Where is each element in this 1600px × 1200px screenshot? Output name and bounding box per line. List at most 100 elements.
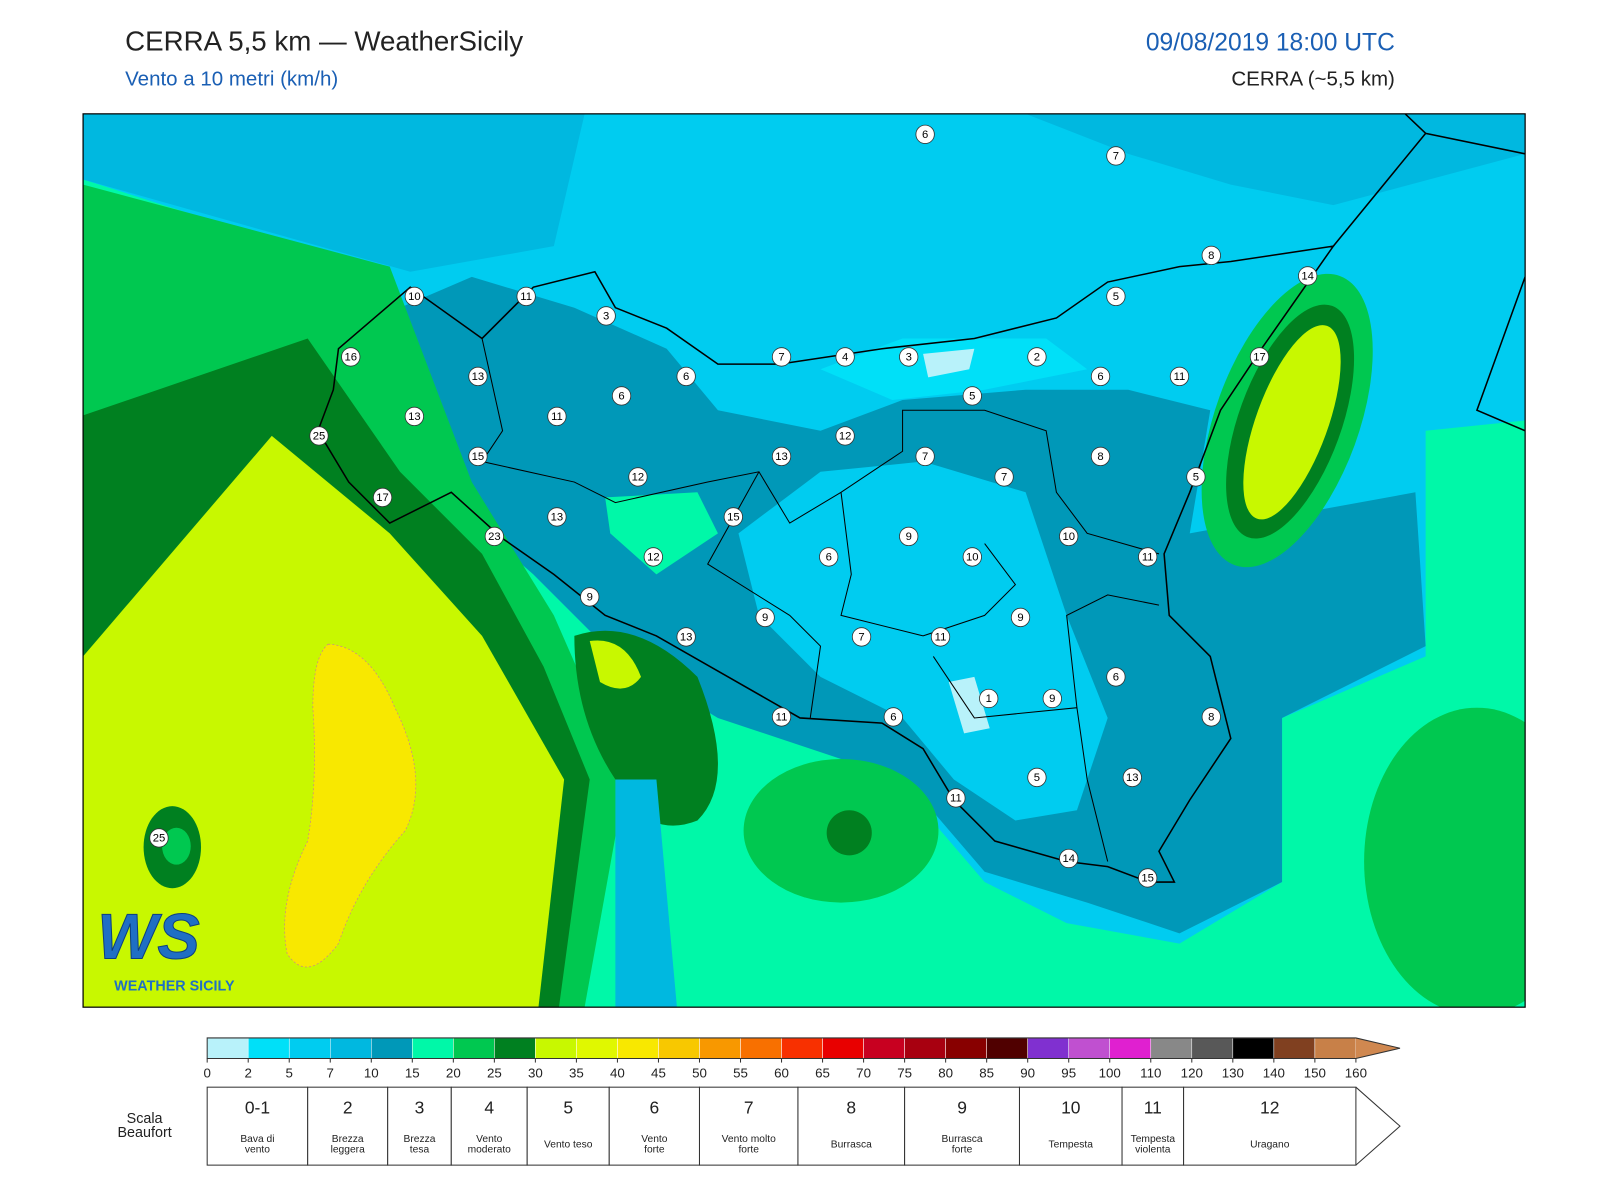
station-marker bbox=[1059, 848, 1079, 869]
colorbar-tick-label: 25 bbox=[487, 1065, 502, 1080]
station-value: 8 bbox=[1208, 711, 1214, 723]
color-swatch bbox=[781, 1037, 823, 1059]
beaufort-box bbox=[1183, 1086, 1357, 1166]
beaufort-force: 7 bbox=[744, 1097, 754, 1117]
station-marker bbox=[484, 526, 504, 547]
station-value: 13 bbox=[1126, 772, 1139, 784]
station-marker bbox=[1122, 767, 1142, 788]
beaufort-force: 10 bbox=[1061, 1097, 1081, 1117]
color-swatch bbox=[535, 1037, 577, 1059]
station-marker bbox=[309, 426, 329, 446]
coastline bbox=[317, 245, 1335, 883]
station-marker bbox=[946, 788, 966, 808]
station-marker bbox=[771, 347, 792, 367]
beaufort-desc: Burrasca bbox=[831, 1139, 872, 1150]
color-swatch bbox=[658, 1037, 700, 1059]
color-swatch bbox=[576, 1037, 618, 1059]
station-value: 10 bbox=[966, 551, 979, 563]
station-value: 11 bbox=[776, 711, 788, 723]
station-value: 13 bbox=[680, 631, 693, 643]
station-marker bbox=[468, 446, 488, 467]
station-marker bbox=[676, 366, 696, 387]
colorbar-tick-label: 150 bbox=[1304, 1065, 1326, 1080]
station-marker bbox=[883, 707, 903, 727]
beaufort-box bbox=[904, 1086, 1020, 1166]
station-marker bbox=[915, 446, 935, 467]
station-value: 5 bbox=[1113, 291, 1119, 303]
colorbar-tick-label: 130 bbox=[1222, 1065, 1244, 1080]
field bbox=[83, 113, 585, 272]
colorbar-tick-label: 75 bbox=[897, 1065, 912, 1080]
beaufort-desc: Burrasca bbox=[942, 1134, 983, 1145]
color-swatch bbox=[453, 1037, 495, 1059]
station-value: 9 bbox=[906, 531, 912, 543]
station-value: 7 bbox=[1001, 471, 1007, 483]
colorbar-tick-label: 45 bbox=[651, 1065, 666, 1080]
colorbar-tick-label: 90 bbox=[1020, 1065, 1035, 1080]
station-marker bbox=[771, 707, 792, 727]
colorbar-outline bbox=[206, 1037, 1401, 1059]
color-swatch bbox=[904, 1037, 946, 1059]
station-value: 15 bbox=[1141, 872, 1154, 884]
color-swatch bbox=[206, 1037, 249, 1059]
color-swatch bbox=[412, 1037, 454, 1059]
logo-initials: WS bbox=[97, 901, 199, 972]
beaufort-desc: forte bbox=[738, 1144, 759, 1155]
beaufort-desc: Uragano bbox=[1250, 1139, 1290, 1150]
station-value: 13 bbox=[551, 511, 564, 523]
station-marker bbox=[1090, 366, 1111, 387]
beaufort-box bbox=[1121, 1086, 1185, 1166]
beaufort-title: Beaufort bbox=[117, 1125, 171, 1141]
colorbar-tick-label: 50 bbox=[692, 1065, 707, 1080]
color-swatch bbox=[863, 1037, 905, 1059]
station-marker bbox=[1201, 245, 1221, 266]
station-value: 5 bbox=[1034, 772, 1040, 784]
station-value: 4 bbox=[842, 351, 848, 363]
station-value: 10 bbox=[1062, 531, 1075, 543]
beaufort-desc: leggera bbox=[331, 1144, 365, 1155]
station-value: 7 bbox=[778, 351, 784, 363]
color-swatch bbox=[1027, 1037, 1069, 1059]
station-value: 7 bbox=[922, 451, 928, 463]
colorbar-tick-label: 95 bbox=[1061, 1065, 1076, 1080]
colorbar-tick-label: 80 bbox=[938, 1065, 953, 1080]
field bbox=[605, 492, 718, 575]
field bbox=[923, 348, 975, 378]
colorbar-tick-label: 55 bbox=[733, 1065, 748, 1080]
color-swatch bbox=[1191, 1037, 1234, 1059]
beaufort-box bbox=[526, 1086, 610, 1166]
beaufort-desc: Vento teso bbox=[544, 1139, 593, 1150]
beaufort-box bbox=[797, 1086, 906, 1166]
station-value: 13 bbox=[408, 411, 421, 423]
colorbar-tick-label: 160 bbox=[1345, 1065, 1367, 1080]
station-marker bbox=[755, 607, 775, 628]
station-value: 8 bbox=[1097, 451, 1103, 463]
field bbox=[826, 810, 872, 856]
station-marker bbox=[1186, 467, 1206, 487]
color-swatch bbox=[699, 1037, 741, 1059]
colorbar-tick-label: 85 bbox=[979, 1065, 994, 1080]
field bbox=[1243, 325, 1341, 520]
colorbar-tick-label: 120 bbox=[1181, 1065, 1203, 1080]
beaufort-desc: Tempesta bbox=[1049, 1139, 1094, 1150]
station-marker bbox=[771, 446, 792, 467]
color-swatch bbox=[247, 1037, 290, 1059]
color-swatch bbox=[617, 1037, 659, 1059]
field bbox=[1364, 707, 1526, 1008]
beaufort-force: 8 bbox=[846, 1097, 856, 1117]
station-marker bbox=[1042, 688, 1062, 709]
station-value: 9 bbox=[587, 591, 593, 603]
station-value: 16 bbox=[345, 351, 358, 363]
beaufort-desc: Vento bbox=[476, 1134, 503, 1145]
field bbox=[615, 779, 677, 1008]
station-value: 5 bbox=[1193, 471, 1199, 483]
station-marker bbox=[1010, 607, 1031, 628]
station-marker bbox=[341, 347, 361, 367]
station-marker bbox=[580, 587, 600, 607]
colorbar-tick-label: 60 bbox=[774, 1065, 789, 1080]
station-value: 6 bbox=[826, 551, 832, 563]
model: CERRA (~5,5 km) bbox=[1231, 67, 1394, 90]
station-marker bbox=[1027, 347, 1047, 367]
